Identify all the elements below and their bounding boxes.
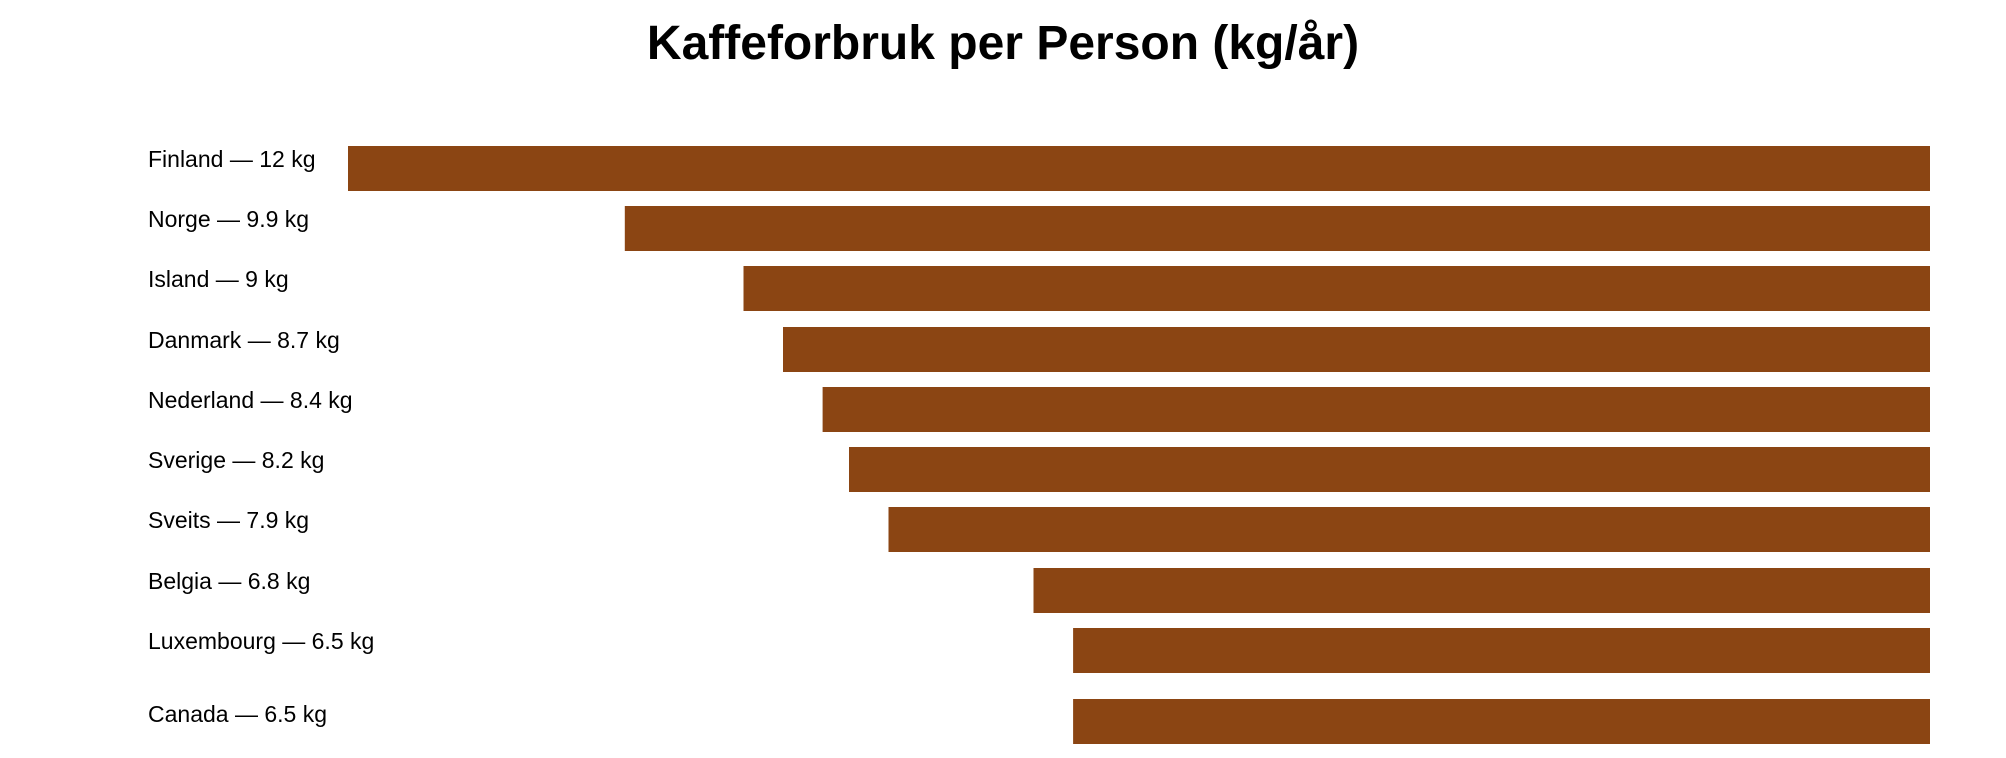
bar-luxembourg	[1073, 628, 1930, 673]
bar-sveits	[888, 507, 1930, 552]
bar-danmark	[783, 327, 1930, 372]
bar-nederland	[822, 387, 1930, 432]
bar-label-danmark: Danmark — 8.7 kg	[148, 327, 340, 353]
bar-canada	[1073, 699, 1930, 744]
bar-label-sverige: Sverige — 8.2 kg	[148, 447, 325, 473]
bar-label-luxembourg: Luxembourg — 6.5 kg	[148, 628, 375, 654]
bar-label-sveits: Sveits — 7.9 kg	[148, 507, 310, 533]
bar-island	[743, 266, 1930, 311]
bar-label-canada: Canada — 6.5 kg	[148, 701, 328, 727]
bar-label-nederland: Nederland — 8.4 kg	[148, 387, 353, 413]
bar-sverige	[849, 447, 1930, 492]
bar-label-norge: Norge — 9.9 kg	[148, 206, 310, 232]
bar-belgia	[1033, 568, 1930, 613]
bar-label-island: Island — 9 kg	[148, 266, 289, 292]
chart-title: Kaffeforbruk per Person (kg/år)	[646, 17, 1360, 70]
bar-finland	[348, 146, 1930, 191]
bar-label-belgia: Belgia — 6.8 kg	[148, 568, 311, 594]
bar-label-finland: Finland — 12 kg	[148, 146, 316, 172]
bar-norge	[624, 206, 1930, 251]
